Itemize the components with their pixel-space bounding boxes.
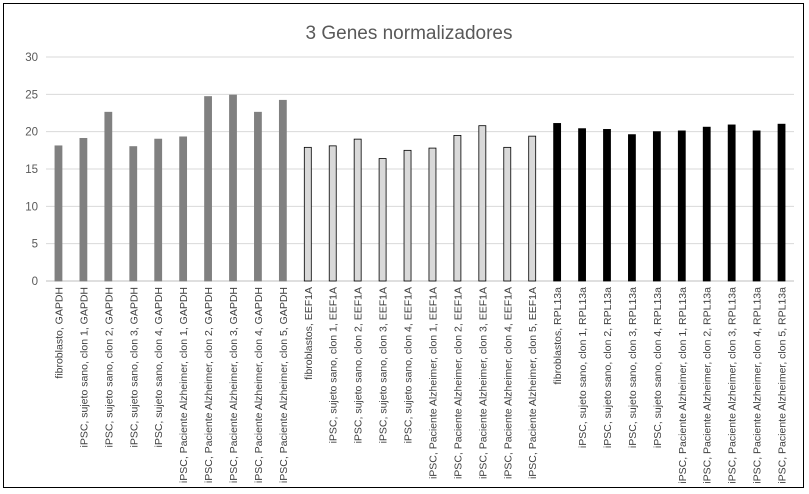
bar [503,146,512,282]
bar [652,131,661,282]
bar [478,125,487,282]
bar [428,147,437,282]
y-tick-label: 0 [32,276,38,288]
x-tick-label: iPSC, sujeto sano, clon 4, EEF1A [403,287,415,443]
x-axis-labels: fibroblasto, GAPDH iPSC, sujeto sano, clo… [53,287,788,484]
bar [303,146,312,282]
x-tick-label: iPSC, sujeto sano, clon 2, EEF1A [353,287,365,443]
bar [403,149,412,282]
x-tick-label: iPSC, Paciente Alzheimer, clon 4, RPL13a [752,287,764,484]
x-tick-label: fibroblasto, GAPDH [53,287,65,379]
bar [603,129,611,282]
y-tick-label: 5 [32,239,38,251]
bar [727,124,736,282]
bar [553,123,562,282]
bar [79,137,88,282]
y-tick-label: 10 [25,201,38,213]
x-tick-label: iPSC, Paciente Alzheimer, clon 5, GAPDH [278,287,290,483]
x-tick-label: iPSC, sujeto sano, clon 3, GAPDH [128,287,140,448]
bar [777,123,786,282]
x-tick-label: fibroblastos, RPL13a [552,287,564,385]
bar-chart: 3 Genes normalizadores 0 5 10 15 20 25 30 fibr… [25,23,794,484]
x-tick-label: iPSC, Paciente Alzheimer, clon 1, RPL13a [677,287,689,484]
bar [453,134,462,282]
bar [278,99,287,282]
x-tick-label: iPSC, sujeto sano, clon 2, RPL13a [602,287,614,448]
x-tick-label: iPSC, Paciente Alzheimer, clon 2, RPL13a [702,287,714,484]
bar [179,136,188,282]
chart-title: 3 Genes normalizadores [306,23,513,44]
bar [54,145,63,282]
bar [378,158,387,282]
x-tick-label: iPSC, sujeto sano, clon 1, RPL13a [577,287,589,448]
x-tick-label: iPSC, Paciente Alzheimer, clon 3, GAPDH [228,287,240,483]
bar [702,126,711,282]
y-axis: 0 5 10 15 20 25 30 [25,52,38,288]
x-tick-label: iPSC, Paciente Alzheimer, clon 2, GAPDH [203,287,215,483]
x-tick-label: iPSC, Paciente Alzheimer, clon 4, EEF1A [502,287,514,479]
bar [528,135,537,282]
x-tick-label: iPSC, sujeto sano, clon 2, GAPDH [103,287,115,448]
x-tick-label: iPSC, Paciente Alzheimer, clon 4, GAPDH [253,287,265,483]
x-tick-label: iPSC, sujeto sano, clon 1, GAPDH [78,287,90,448]
bar [129,146,138,282]
bar [578,128,586,282]
y-tick-label: 25 [25,89,38,101]
y-tick-label: 20 [25,127,38,139]
x-tick-label: iPSC, sujeto sano, clon 3, EEF1A [378,287,390,443]
x-tick-label: iPSC, sujeto sano, clon 4, RPL13a [652,287,664,448]
x-tick-label: iPSC, sujeto sano, clon 4, GAPDH [153,287,165,448]
bar [677,130,686,282]
bar [628,134,636,282]
bar [229,94,237,282]
x-tick-label: iPSC, Paciente Alzheimer, clon 2, EEF1A [452,287,464,479]
x-tick-label: iPSC, sujeto sano, clon 1, EEF1A [328,287,340,443]
bars [54,94,786,282]
x-tick-label: iPSC, Paciente Alzheimer, clon 5, EEF1A [527,287,539,479]
x-tick-label: iPSC, Paciente Alzheimer, clon 1, GAPDH [178,287,190,483]
bar [204,96,212,282]
bar [254,111,262,282]
x-tick-label: iPSC, Paciente Alzheimer, clon 1, EEF1A [427,287,439,479]
bar [154,138,163,282]
x-tick-label: iPSC, Paciente Alzheimer, clon 5, RPL13a [777,287,789,484]
bar [752,130,761,282]
y-tick-label: 15 [25,164,38,176]
bar [104,111,113,282]
x-tick-label: iPSC, sujeto sano, clon 3, RPL13a [627,287,639,448]
x-tick-label: fibroblastos, EEF1A [303,287,315,380]
y-tick-label: 30 [25,52,38,64]
bar [328,145,337,282]
gridlines [46,56,794,282]
bar [353,138,362,282]
x-tick-label: iPSC, Paciente Alzheimer, clon 3, RPL13a [727,287,739,484]
chart-frame: 3 Genes normalizadores 0 5 10 15 20 25 30 fibr… [3,3,804,488]
x-tick-label: iPSC, Paciente Alzheimer, clon 3, EEF1A [477,287,489,479]
